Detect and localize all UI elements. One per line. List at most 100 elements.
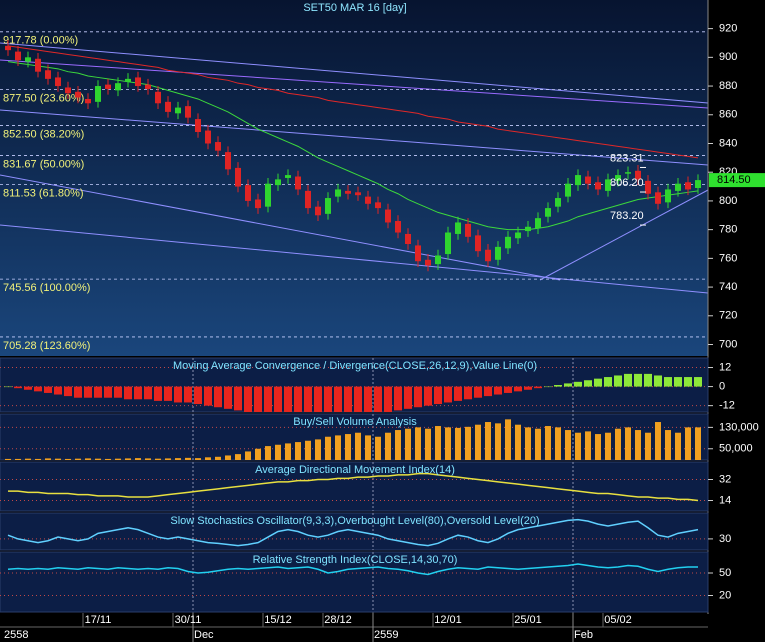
chart-title: SET50 MAR 16 [day] bbox=[303, 2, 406, 14]
period-label: 2558 bbox=[4, 629, 28, 641]
y-tick-label: 720 bbox=[719, 310, 737, 322]
candle-body bbox=[445, 232, 451, 255]
volume-bar bbox=[35, 458, 41, 460]
candle-body bbox=[405, 233, 411, 244]
last-price-tag bbox=[709, 173, 765, 188]
histogram-bar bbox=[214, 386, 222, 408]
histogram-bar bbox=[654, 375, 662, 387]
y-tick-label: 50 bbox=[719, 567, 731, 579]
volume-bar bbox=[405, 428, 411, 460]
candle-body bbox=[595, 182, 601, 190]
candle-body bbox=[155, 91, 161, 104]
volume-bar bbox=[225, 455, 231, 460]
histogram-bar bbox=[234, 386, 242, 411]
candle-body bbox=[275, 179, 281, 186]
candle-body bbox=[15, 51, 21, 61]
histogram-bar bbox=[474, 386, 482, 398]
annotation-label: 783.20 bbox=[610, 210, 644, 222]
volume-bar bbox=[185, 457, 191, 460]
histogram-bar bbox=[124, 386, 132, 400]
volume-bar bbox=[345, 434, 351, 460]
y-tick-label: 780 bbox=[719, 224, 737, 236]
period-label: Dec bbox=[194, 629, 214, 641]
histogram-bar bbox=[224, 386, 232, 409]
volume-bar bbox=[275, 444, 281, 460]
volume-bar bbox=[555, 427, 561, 460]
candle-body bbox=[635, 170, 641, 180]
histogram-bar bbox=[374, 386, 382, 412]
y-tick-label: 740 bbox=[719, 281, 737, 293]
indicator-plot bbox=[0, 358, 708, 412]
volume-bar bbox=[645, 432, 651, 460]
volume-bar bbox=[45, 458, 51, 460]
candle-body bbox=[385, 209, 391, 223]
histogram-bar bbox=[454, 386, 462, 401]
y-tick-label: 800 bbox=[719, 195, 737, 207]
volume-bar bbox=[495, 423, 501, 460]
candle-body bbox=[695, 180, 701, 188]
y-tick-label: 900 bbox=[719, 51, 737, 63]
candle-body bbox=[375, 202, 381, 209]
volume-bar bbox=[255, 448, 261, 460]
indicator-title: Buy/Sell Volume Analysis bbox=[293, 416, 417, 428]
volume-bar bbox=[15, 458, 21, 460]
histogram-bar bbox=[284, 386, 292, 412]
histogram-bar bbox=[544, 386, 552, 388]
candle-body bbox=[345, 190, 351, 194]
volume-bar bbox=[305, 440, 311, 460]
candle-body bbox=[495, 246, 501, 260]
candle-body bbox=[75, 91, 81, 98]
last-price-label: 814.50 bbox=[717, 174, 751, 186]
indicator-panel bbox=[0, 551, 709, 613]
histogram-bar bbox=[504, 386, 512, 393]
y-tick-label: 920 bbox=[719, 23, 737, 35]
histogram-bar bbox=[574, 381, 582, 387]
histogram-bar bbox=[674, 377, 682, 387]
y-tick-label: 700 bbox=[719, 338, 737, 350]
volume-bar bbox=[355, 432, 361, 460]
candle-body bbox=[125, 78, 131, 82]
candle-body bbox=[365, 196, 371, 204]
histogram-bar bbox=[74, 386, 82, 398]
indicator-plot bbox=[0, 513, 708, 550]
x-tick-label: 25/01 bbox=[514, 614, 542, 626]
histogram-bar bbox=[164, 386, 172, 401]
x-tick-label: 15/12 bbox=[264, 614, 292, 626]
candle-body bbox=[165, 101, 171, 112]
histogram-bar bbox=[154, 386, 162, 401]
candle-body bbox=[315, 206, 321, 216]
histogram-bar bbox=[494, 386, 502, 395]
indicator-line bbox=[7, 518, 699, 547]
candle-body bbox=[455, 222, 461, 234]
histogram-bar bbox=[264, 386, 272, 412]
trendline bbox=[0, 174, 561, 281]
x-tick-label: 05/02 bbox=[604, 614, 632, 626]
candle-body bbox=[335, 189, 341, 197]
histogram-bar bbox=[344, 386, 352, 412]
y-tick-label: -12 bbox=[719, 400, 735, 412]
fib-label: 831.67 (50.00%) bbox=[3, 158, 84, 170]
fib-label: 811.53 (61.80%) bbox=[3, 187, 84, 199]
volume-bar bbox=[75, 458, 81, 460]
volume-bar bbox=[695, 427, 701, 460]
candle-body bbox=[35, 58, 41, 72]
period-label: Feb bbox=[574, 629, 593, 641]
fib-label: 745.56 (100.00%) bbox=[3, 282, 90, 294]
candle-body bbox=[225, 152, 231, 170]
histogram-bar bbox=[664, 377, 672, 387]
volume-bar bbox=[375, 436, 381, 460]
candle-body bbox=[515, 232, 521, 239]
candle-body bbox=[665, 189, 671, 203]
volume-bar bbox=[395, 430, 401, 460]
histogram-bar bbox=[384, 386, 392, 412]
y-tick-label: 12 bbox=[719, 361, 731, 373]
x-tick-label: 28/12 bbox=[324, 614, 352, 626]
volume-bar bbox=[95, 458, 101, 460]
indicator-plot bbox=[0, 552, 708, 612]
x-tick-label: 30/11 bbox=[175, 614, 202, 626]
histogram-bar bbox=[4, 386, 12, 388]
histogram-bar bbox=[334, 386, 342, 412]
candle-body bbox=[425, 259, 431, 266]
histogram-bar bbox=[404, 386, 412, 409]
volume-bar bbox=[685, 427, 691, 460]
